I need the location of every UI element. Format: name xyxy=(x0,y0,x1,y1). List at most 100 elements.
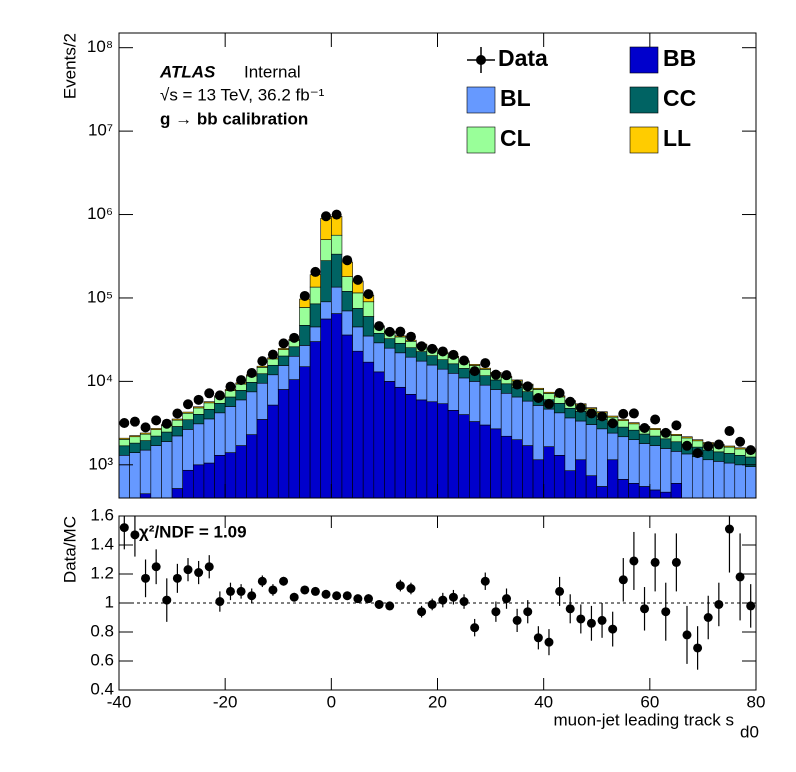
legend-label: CC xyxy=(663,85,696,111)
stack-segment xyxy=(362,335,375,363)
ratio-point xyxy=(279,576,289,586)
ratio-plot xyxy=(119,516,756,670)
stack-segment xyxy=(299,307,311,326)
stack-segment xyxy=(734,454,746,466)
stack-segment xyxy=(447,363,460,374)
stack-segment xyxy=(617,420,629,428)
ratio-point xyxy=(640,604,650,614)
stack-segment xyxy=(277,349,290,357)
stack-segment xyxy=(384,381,396,498)
stack-segment xyxy=(479,367,491,370)
ratio-point xyxy=(682,630,692,640)
stack-segment xyxy=(224,396,237,407)
y-tick-label: 1 xyxy=(105,592,114,611)
x-tick-label: 60 xyxy=(640,692,659,711)
ratio-point xyxy=(427,599,437,609)
stack-segment xyxy=(713,451,725,462)
stack-segment xyxy=(320,301,332,320)
stack-segment xyxy=(139,432,152,435)
stack-segment xyxy=(341,310,353,336)
experiment-label: ATLAS xyxy=(159,62,216,81)
legend-label: LL xyxy=(663,125,691,151)
stack-segment xyxy=(575,420,587,461)
stack-segment xyxy=(256,365,268,368)
ratio-point xyxy=(342,591,352,601)
data-point xyxy=(214,390,225,401)
stack-segment xyxy=(373,333,385,344)
ratio-point xyxy=(650,557,660,567)
stack-segment xyxy=(469,364,481,366)
x-tick-label: -40 xyxy=(107,692,132,711)
main-frame xyxy=(118,32,757,499)
stack-segment xyxy=(607,459,619,498)
stack-segment xyxy=(415,399,428,498)
stack-segment xyxy=(479,384,491,426)
data-point xyxy=(575,402,586,413)
stack-segment xyxy=(500,392,513,437)
stack-segment xyxy=(638,443,651,487)
stack-segment xyxy=(405,394,417,498)
stack-segment xyxy=(246,391,258,435)
stack-segment xyxy=(203,462,215,498)
stack-segment xyxy=(193,464,205,498)
data-point xyxy=(352,274,363,285)
data-point xyxy=(437,346,448,357)
ratio-point xyxy=(459,597,469,607)
stack-segment xyxy=(277,355,290,366)
ratio-point xyxy=(586,618,596,628)
data-point xyxy=(374,321,385,332)
stack-segment xyxy=(585,424,598,477)
stack-segment xyxy=(171,426,183,437)
data-point xyxy=(660,427,671,438)
stack-segment xyxy=(331,253,343,288)
data-point xyxy=(384,326,395,337)
stack-segment xyxy=(575,459,587,498)
ratio-point xyxy=(693,643,703,653)
stack-segment xyxy=(458,368,470,379)
data-point xyxy=(554,387,565,398)
ratio-point xyxy=(597,615,607,625)
data-point xyxy=(565,396,576,407)
stack-segment xyxy=(670,434,682,436)
ratio-point xyxy=(523,607,533,617)
ratio-point xyxy=(555,586,565,596)
ratio-point xyxy=(119,523,129,533)
stack-segment xyxy=(394,343,406,354)
stack-segment xyxy=(320,239,332,261)
stack-segment xyxy=(235,399,247,446)
stack-segment xyxy=(532,405,544,461)
ratio-point xyxy=(608,624,618,634)
data-point xyxy=(469,366,480,377)
stack-segment xyxy=(702,449,714,461)
stack-segment xyxy=(139,433,152,441)
ratio-point xyxy=(162,595,172,605)
stack-segment xyxy=(182,429,194,471)
stack-segment xyxy=(267,404,279,498)
data-point xyxy=(586,408,597,419)
data-point xyxy=(416,341,427,352)
data-point xyxy=(278,338,289,349)
stack-segment xyxy=(575,411,587,422)
stack-segment xyxy=(628,423,640,431)
ratio-point xyxy=(565,604,575,614)
stack-segment xyxy=(490,389,502,430)
stack-segment xyxy=(500,435,513,498)
stack-segment xyxy=(362,361,375,498)
ratio-point xyxy=(332,591,342,601)
stack-segment xyxy=(723,462,736,498)
ratio-frame xyxy=(118,515,757,691)
legend-swatch xyxy=(466,126,496,154)
stack-segment xyxy=(256,382,268,420)
x-tick-label: 20 xyxy=(428,692,447,711)
stack-segment xyxy=(341,291,353,312)
stack-segment xyxy=(246,434,258,498)
stack-segment xyxy=(394,386,406,498)
ratio-point xyxy=(661,607,671,617)
stack-segment xyxy=(469,421,481,498)
y-tick-label: 10⁸ xyxy=(87,37,113,56)
data-point xyxy=(193,394,204,405)
data-point xyxy=(448,349,459,360)
ratio-point xyxy=(247,591,257,601)
stack-segment xyxy=(607,415,619,418)
